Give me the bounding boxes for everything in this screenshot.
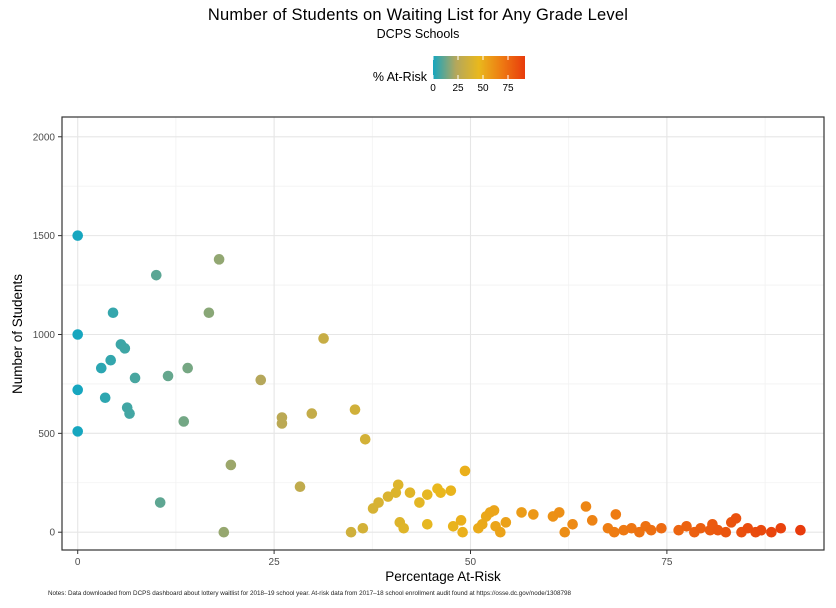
y-tick-label: 1500	[33, 231, 56, 242]
data-point	[553, 507, 565, 518]
data-point	[349, 404, 361, 415]
y-tick-label: 500	[38, 429, 55, 440]
data-point	[580, 501, 592, 512]
y-tick-label: 2000	[33, 132, 56, 143]
data-point	[766, 526, 777, 538]
data-point	[447, 520, 459, 532]
data-point	[516, 507, 527, 518]
data-point	[608, 526, 620, 538]
data-point	[357, 522, 369, 534]
data-point	[72, 426, 84, 437]
data-point	[775, 522, 787, 534]
data-point	[435, 487, 446, 498]
chart-notes: Notes: Data downloaded from DCPS dashboa…	[48, 590, 571, 597]
data-point	[154, 497, 166, 508]
data-point	[72, 230, 84, 241]
data-point	[742, 522, 754, 534]
data-point	[382, 491, 394, 502]
data-point	[203, 307, 215, 319]
data-point	[500, 517, 512, 528]
data-point	[318, 333, 329, 344]
data-point	[645, 524, 657, 536]
plot-panel	[62, 117, 824, 550]
data-point	[294, 481, 306, 493]
data-point	[610, 509, 622, 520]
legend-tick-label: 25	[452, 83, 464, 94]
data-point	[795, 524, 806, 536]
data-point	[559, 526, 571, 538]
data-point	[392, 479, 404, 491]
data-point	[162, 370, 174, 382]
data-point	[150, 269, 162, 281]
legend-tick-label: 75	[502, 83, 514, 94]
y-axis-ticks: 0 500 1000 1500 2000	[33, 132, 62, 539]
data-point	[488, 505, 500, 516]
data-point	[107, 307, 119, 319]
scatter-plot: % At-Risk 0 25 50 75 0 25 50 75 0 500 1000 1500 20…	[10, 56, 825, 584]
data-point	[695, 522, 706, 534]
data-point	[476, 518, 488, 530]
legend-tick-label: 0	[430, 83, 436, 94]
x-tick-label: 75	[661, 557, 673, 568]
data-point	[457, 526, 468, 538]
data-points	[72, 230, 806, 538]
data-point	[218, 526, 230, 538]
data-point	[105, 354, 117, 366]
data-point	[421, 518, 433, 530]
data-point	[129, 372, 141, 384]
y-tick-label: 0	[49, 528, 55, 539]
legend-colorbar	[433, 56, 525, 79]
y-axis-title: Number of Students	[10, 274, 25, 394]
x-axis-ticks: 0 25 50 75	[75, 550, 673, 568]
data-point	[459, 465, 471, 477]
data-point	[178, 416, 190, 427]
data-point	[681, 520, 692, 532]
data-point	[359, 433, 371, 445]
data-point	[72, 329, 84, 340]
x-tick-label: 50	[465, 557, 477, 568]
legend-tick-label: 50	[477, 83, 489, 94]
panel-border	[61, 116, 825, 551]
data-point	[398, 522, 410, 534]
x-tick-label: 0	[75, 557, 81, 568]
data-point	[445, 485, 457, 496]
data-point	[755, 524, 767, 536]
data-point	[124, 408, 135, 419]
data-point	[255, 374, 267, 386]
data-point	[720, 526, 732, 538]
data-point	[225, 459, 237, 471]
color-legend: % At-Risk 0 25 50 75	[373, 56, 525, 94]
data-point	[673, 524, 684, 536]
data-point	[404, 487, 416, 498]
data-point	[495, 526, 506, 538]
chart-subtitle: DCPS Schools	[376, 27, 460, 41]
data-point	[626, 522, 637, 534]
data-point	[306, 408, 318, 419]
data-point	[586, 515, 598, 526]
data-point	[119, 343, 131, 354]
data-point	[414, 497, 425, 508]
data-point	[656, 522, 667, 534]
data-point	[213, 254, 225, 265]
data-point	[730, 513, 742, 524]
data-point	[528, 509, 539, 520]
data-point	[345, 526, 357, 538]
data-point	[182, 362, 193, 374]
legend-title: % At-Risk	[373, 70, 428, 84]
data-point	[72, 384, 84, 396]
data-point	[276, 418, 288, 429]
data-point	[99, 392, 111, 404]
x-axis-title: Percentage At-Risk	[385, 569, 501, 584]
y-tick-label: 1000	[33, 330, 56, 341]
chart-title: Number of Students on Waiting List for A…	[207, 6, 629, 24]
data-point	[567, 518, 578, 530]
data-point	[95, 362, 107, 374]
x-tick-label: 25	[269, 557, 281, 568]
data-point	[421, 489, 433, 500]
data-point	[455, 515, 467, 526]
data-point	[373, 497, 384, 508]
